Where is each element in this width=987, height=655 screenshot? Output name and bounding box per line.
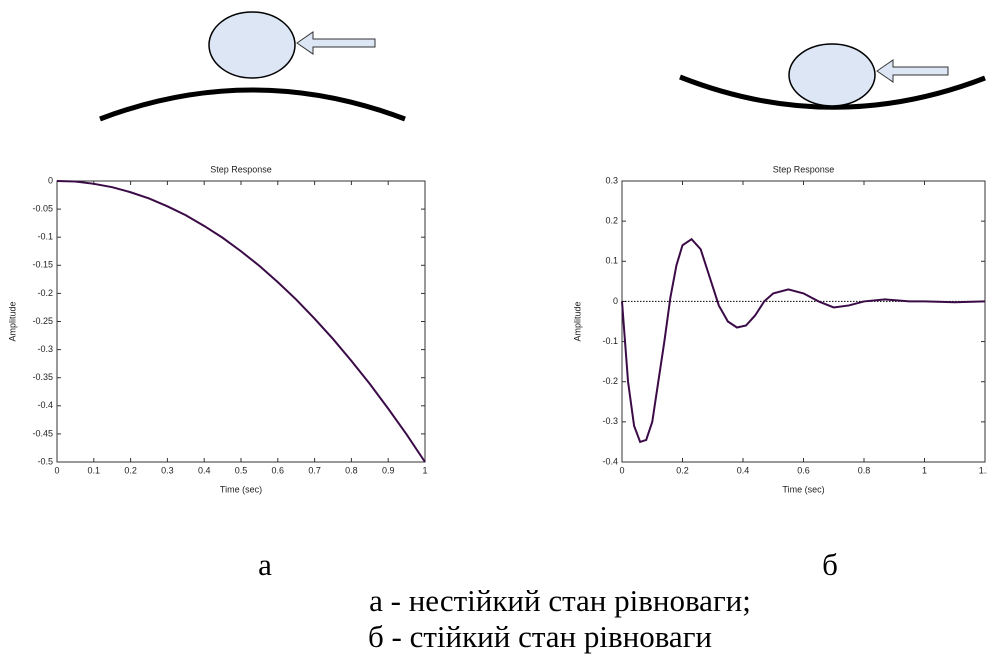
y-tick-label: -0.4	[37, 400, 53, 410]
x-tick-label: 0.6	[272, 465, 285, 475]
caption-label: б	[822, 547, 838, 582]
x-tick-label: 0.3	[161, 465, 174, 475]
y-tick-label: -0.15	[32, 260, 53, 270]
x-tick-label: 0.8	[345, 465, 358, 475]
x-tick-label: 1	[922, 465, 927, 475]
y-tick-label: 0.1	[605, 256, 618, 266]
y-tick-label: -0.2	[37, 288, 53, 298]
y-tick-label: -0.5	[37, 456, 53, 466]
convex-surface	[100, 90, 405, 119]
y-tick-label: -0.4	[602, 456, 618, 466]
x-tick-label: 0.2	[124, 465, 137, 475]
caption-line: б - стійкий стан рівноваги	[368, 619, 712, 654]
x-tick-label: 1.2	[979, 465, 987, 475]
ball	[789, 44, 875, 106]
x-tick-label: 0.4	[737, 465, 750, 475]
y-axis-label: Amplitude	[7, 301, 17, 341]
y-tick-label: 0.2	[605, 216, 618, 226]
y-tick-label: -0.1	[602, 336, 618, 346]
page: {"chart_data": [ {"type": "line", "title…	[0, 0, 987, 655]
y-tick-label: -0.35	[32, 372, 53, 382]
y-axis-label: Amplitude	[572, 301, 582, 341]
x-axis-label: Time (sec)	[220, 484, 262, 494]
x-tick-label: 0.1	[88, 465, 101, 475]
plot-area	[57, 181, 425, 462]
force-arrow	[297, 32, 375, 54]
y-tick-label: -0.3	[602, 416, 618, 426]
ball	[209, 12, 295, 78]
x-axis-label: Time (sec)	[782, 484, 824, 494]
x-tick-label: 0	[54, 465, 59, 475]
y-tick-label: -0.3	[37, 344, 53, 354]
y-tick-label: -0.2	[602, 376, 618, 386]
y-tick-label: 0.3	[605, 175, 618, 185]
x-tick-label: 0.8	[858, 465, 871, 475]
x-tick-label: 1	[422, 465, 427, 475]
x-tick-label: 0.7	[308, 465, 321, 475]
y-tick-label: -0.05	[32, 203, 53, 213]
chart-title: Step Response	[773, 164, 835, 174]
x-tick-label: 0.9	[382, 465, 395, 475]
force-arrow	[877, 60, 948, 82]
x-tick-label: 0.5	[235, 465, 248, 475]
x-tick-label: 0.2	[676, 465, 689, 475]
chart-title: Step Response	[210, 164, 272, 174]
figure: а б а - нестійкий стан рівноваги; б - ст…	[0, 0, 987, 655]
caption-label: а	[258, 547, 272, 582]
y-tick-label: -0.1	[37, 232, 53, 242]
y-tick-label: 0	[613, 296, 618, 306]
plot-area	[622, 181, 985, 462]
x-tick-label: 0.6	[797, 465, 810, 475]
caption-line: а - нестійкий стан рівноваги;	[369, 583, 751, 618]
y-tick-label: -0.25	[32, 316, 53, 326]
y-tick-label: 0	[48, 175, 53, 185]
x-tick-label: 0.4	[198, 465, 211, 475]
y-tick-label: -0.45	[32, 428, 53, 438]
x-tick-label: 0	[619, 465, 624, 475]
